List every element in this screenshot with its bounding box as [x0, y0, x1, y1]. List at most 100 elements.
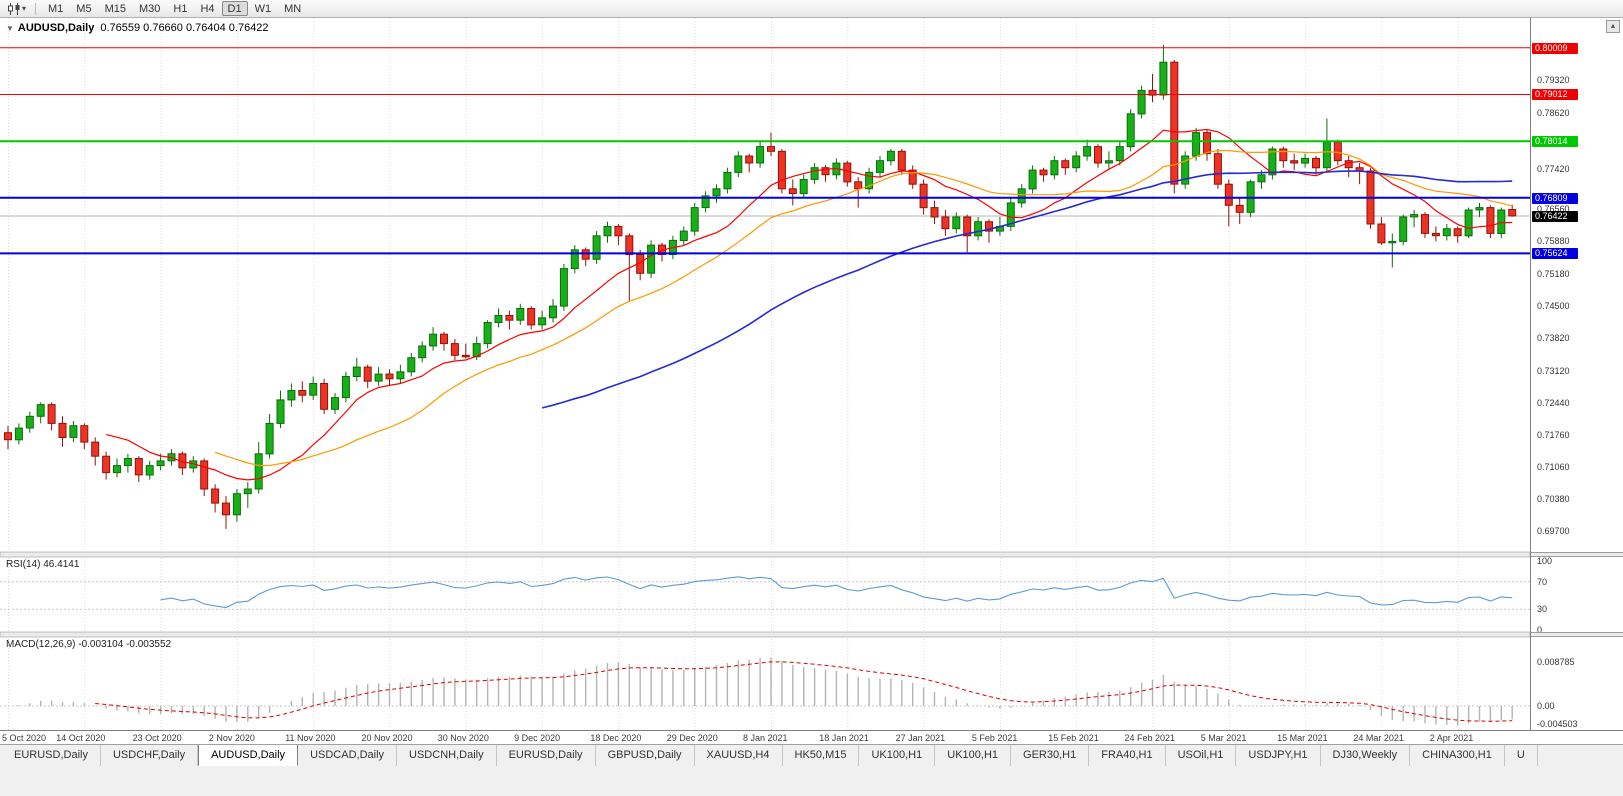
- chart-tab-eurusd-daily[interactable]: EURUSD,Daily: [497, 745, 596, 766]
- timeframe-button-mn[interactable]: MN: [278, 1, 307, 16]
- date-tick-label: 5 Mar 2021: [1200, 733, 1247, 743]
- price-chart-canvas[interactable]: [0, 18, 1530, 730]
- chart-tab-xauusd-h4[interactable]: XAUUSD,H4: [695, 745, 783, 766]
- price-level-label: 0.80009: [1532, 42, 1578, 54]
- price-tick-label: 0.70380: [1537, 494, 1570, 505]
- rsi-axis-label: 100: [1537, 556, 1553, 566]
- date-tick-label: 15 Feb 2021: [1048, 733, 1099, 743]
- candlestick-chart-icon: [8, 2, 20, 15]
- timeframe-button-w1[interactable]: W1: [249, 1, 278, 16]
- price-level-label: 0.76809: [1532, 192, 1578, 204]
- price-level-label: 0.75624: [1532, 248, 1578, 260]
- date-tick-label: 15 Mar 2021: [1277, 733, 1328, 743]
- timeframe-button-d1[interactable]: D1: [221, 1, 248, 16]
- chart-tab-audusd-daily[interactable]: AUDUSD,Daily: [198, 745, 299, 766]
- pane-separator: [1531, 552, 1623, 557]
- pane-separator: [1531, 632, 1623, 637]
- date-tick-label: 18 Jan 2021: [819, 733, 869, 743]
- price-tick-label: 0.77420: [1537, 164, 1570, 175]
- timeframe-button-m5[interactable]: M5: [70, 1, 97, 16]
- chart-symbol-label: AUDUSD,Daily: [17, 22, 95, 34]
- macd-histogram: [18, 657, 1513, 726]
- price-tick-label: 0.78620: [1537, 107, 1570, 118]
- rsi-axis-label: 70: [1537, 576, 1548, 587]
- chart-tab-eurusd-daily[interactable]: EURUSD,Daily: [2, 745, 101, 766]
- chart-tab-fra40-h1[interactable]: FRA40,H1: [1089, 745, 1166, 766]
- price-tick-label: 0.71760: [1537, 429, 1570, 440]
- timeframe-button-m15[interactable]: M15: [99, 1, 132, 16]
- date-tick-label: 2 Nov 2020: [208, 733, 255, 743]
- chart-area[interactable]: ▼ AUDUSD,Daily 0.76559 0.76660 0.76404 0.7…: [0, 18, 1530, 730]
- toolbar-separator: [35, 2, 37, 15]
- price-tick-label: 0.73820: [1537, 333, 1570, 343]
- collapse-triangle-icon[interactable]: ▼: [6, 24, 14, 33]
- chart-tab-usoil-h1[interactable]: USOil,H1: [1166, 745, 1237, 766]
- toolbar: ▾ M1 M5 M15 M30 H1 H4 D1 W1 MN: [0, 0, 1623, 18]
- price-tick-label: 0.79320: [1537, 75, 1570, 86]
- macd-indicator-label: MACD(12,26,9) -0.003104 -0.003552: [6, 639, 172, 650]
- rsi-indicator-label: RSI(14) 46.4141: [6, 559, 80, 570]
- date-tick-label: 5 Feb 2021: [971, 733, 1018, 743]
- scroll-up-button[interactable]: ▲: [1606, 20, 1620, 33]
- date-tick-label: 24 Feb 2021: [1124, 733, 1176, 743]
- current-price-label: 0.76422: [1532, 210, 1578, 222]
- date-tick-label: 30 Nov 2020: [437, 733, 489, 743]
- rsi-axis-label: 0: [1537, 625, 1543, 635]
- chart-tab-china300-h1[interactable]: CHINA300,H1: [1410, 745, 1505, 766]
- date-tick-label: 14 Oct 2020: [56, 733, 106, 743]
- chart-tab-ger30-h1[interactable]: GER30,H1: [1011, 745, 1090, 766]
- macd-axis-label: 0.00: [1537, 701, 1555, 711]
- price-tick-label: 0.75880: [1537, 236, 1570, 247]
- price-level-label: 0.79012: [1532, 89, 1578, 101]
- chart-tab-u[interactable]: U: [1505, 745, 1538, 766]
- chart-tab-uk100-h1[interactable]: UK100,H1: [935, 745, 1012, 766]
- timeframe-button-h1[interactable]: H1: [167, 1, 193, 16]
- macd-signal-line: [95, 661, 1513, 722]
- macd-axis-label: -0.004503: [1537, 719, 1578, 729]
- chart-tab-gbpusd-daily[interactable]: GBPUSD,Daily: [596, 745, 695, 766]
- chart-type-button[interactable]: ▾: [4, 2, 29, 15]
- timeframe-button-m1[interactable]: M1: [42, 1, 69, 16]
- chart-tab-hk50-m15[interactable]: HK50,M15: [783, 745, 860, 766]
- timeframe-buttons: M1 M5 M15 M30 H1 H4 D1 W1 MN: [42, 1, 307, 16]
- chart-tabs-bar: EURUSD,Daily USDCHF,Daily AUDUSD,Daily USDC…: [0, 744, 1623, 766]
- date-tick-label: 27 Jan 2021: [895, 733, 946, 743]
- price-tick-label: 0.74500: [1537, 301, 1570, 312]
- timeframe-button-h4[interactable]: H4: [194, 1, 220, 16]
- price-tick-label: 0.73120: [1537, 365, 1570, 376]
- price-tick-label: 0.75180: [1537, 269, 1570, 280]
- date-tick-label: 5 Oct 2020: [2, 733, 47, 743]
- price-tick-label: 0.71060: [1537, 462, 1570, 473]
- chart-ohlc-values: 0.76559 0.76660 0.76404 0.76422: [100, 22, 269, 34]
- chart-tab-usdcad-daily[interactable]: USDCAD,Daily: [298, 745, 398, 766]
- chart-tab-dj30-weekly[interactable]: DJ30,Weekly: [1321, 745, 1411, 766]
- date-tick-label: 9 Dec 2020: [514, 733, 561, 743]
- timeframe-button-m30[interactable]: M30: [133, 1, 166, 16]
- price-tick-label: 0.69700: [1537, 526, 1570, 537]
- chevron-down-icon: ▾: [22, 3, 27, 13]
- date-tick-label: 11 Nov 2020: [285, 733, 336, 743]
- date-tick-label: 29 Dec 2020: [666, 733, 718, 743]
- rsi-axis-label: 30: [1537, 604, 1548, 615]
- chart-tab-uk100-h1[interactable]: UK100,H1: [859, 745, 936, 766]
- date-tick-label: 18 Dec 2020: [590, 733, 642, 743]
- price-axis: 0.79320 0.78620 0.77420 0.76560 0.75880 0.751…: [1530, 18, 1623, 730]
- price-level-label: 0.78014: [1532, 136, 1578, 148]
- price-tick-label: 0.72440: [1537, 397, 1570, 408]
- date-tick-label: 8 Jan 2021: [743, 733, 788, 743]
- rsi-line: [160, 576, 1513, 609]
- date-tick-label: 2 Apr 2021: [1429, 733, 1474, 743]
- price-tick-label: 0.76560: [1537, 204, 1570, 215]
- time-axis: 5 Oct 2020 14 Oct 2020 23 Oct 2020 2 Nov 20…: [0, 730, 1623, 744]
- chart-tab-usdjpy-h1[interactable]: USDJPY,H1: [1236, 745, 1321, 766]
- pane-separator[interactable]: [0, 631, 1530, 638]
- date-tick-label: 23 Oct 2020: [132, 733, 182, 743]
- macd-axis-label: 0.008785: [1537, 657, 1575, 667]
- date-tick-label: 24 Mar 2021: [1353, 733, 1404, 743]
- chart-header: ▼ AUDUSD,Daily 0.76559 0.76660 0.76404 0.7…: [6, 22, 269, 34]
- pane-separator[interactable]: [0, 551, 1530, 558]
- chart-tab-usdcnh-daily[interactable]: USDCNH,Daily: [397, 745, 497, 766]
- date-tick-label: 20 Nov 2020: [361, 733, 413, 743]
- chart-tab-usdchf-daily[interactable]: USDCHF,Daily: [101, 745, 199, 766]
